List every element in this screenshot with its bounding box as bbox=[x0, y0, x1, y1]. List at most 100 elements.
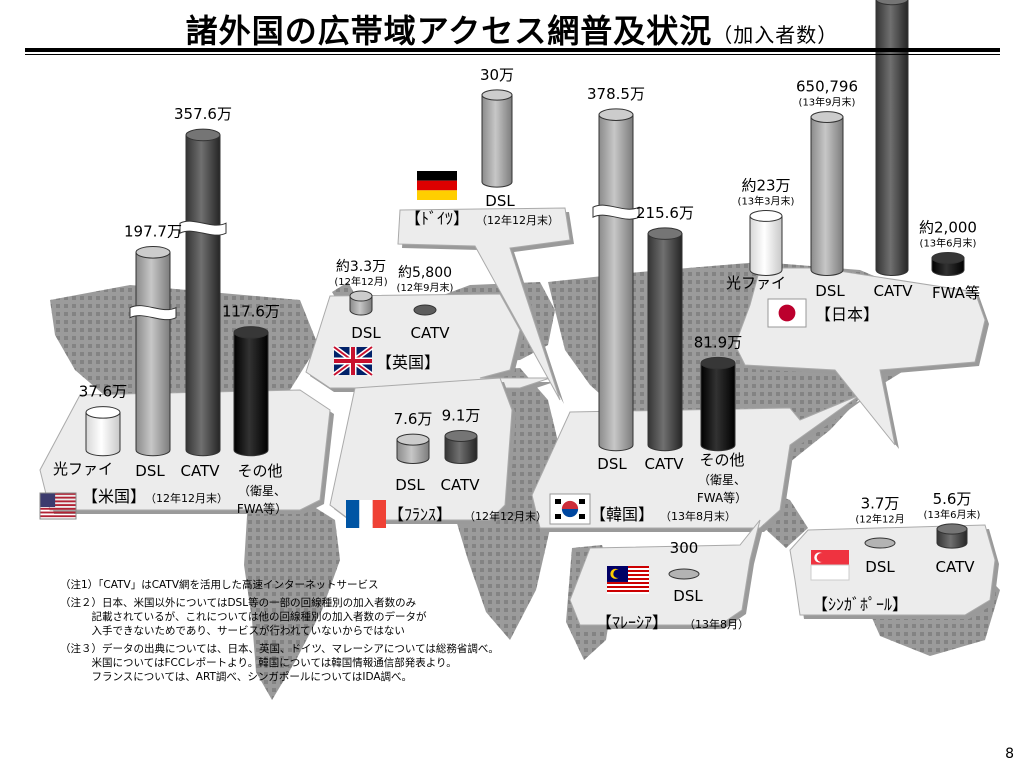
flag-band bbox=[417, 171, 457, 181]
bar-singapore-1 bbox=[936, 523, 968, 549]
bar-usa-0-body bbox=[85, 411, 121, 457]
category-label: 光ファイ bbox=[726, 274, 786, 292]
uk-flag-icon bbox=[332, 344, 374, 378]
flag-taeguk-red bbox=[561, 500, 579, 509]
country-label: 【ｼﾝｶﾞﾎﾟｰﾙ】 bbox=[812, 595, 908, 614]
bar-singapore-0 bbox=[864, 537, 896, 549]
category-label: FWA等 bbox=[932, 284, 980, 302]
flag-disc bbox=[778, 304, 796, 322]
data-sublabel: (13年9月末) bbox=[799, 96, 856, 109]
data-label: 37.6万 bbox=[79, 383, 127, 401]
bar-marks bbox=[85, 0, 968, 580]
data-label: 5.6万 bbox=[933, 490, 972, 508]
title-rule bbox=[25, 48, 1000, 52]
date-note: （12年12月末） bbox=[476, 213, 559, 227]
title-rule-thin bbox=[25, 54, 1000, 55]
flag-stripe bbox=[40, 504, 76, 506]
bar-france-0-body bbox=[396, 439, 430, 464]
bar-korea-1-top bbox=[647, 227, 683, 240]
bar-korea-0-break bbox=[592, 204, 640, 220]
data-sublabel: (13年6月末) bbox=[924, 508, 981, 521]
country-label: 【ﾄﾞｲﾂ】 bbox=[405, 209, 469, 228]
category-label: CATV bbox=[936, 558, 976, 576]
flag-trigram bbox=[555, 514, 561, 519]
flag-stripe bbox=[40, 500, 76, 503]
bar-germany-0-top bbox=[481, 89, 513, 101]
usa-flag-icon bbox=[39, 492, 77, 520]
title-sub: （加入者数） bbox=[712, 23, 839, 47]
category-label: DSL bbox=[597, 455, 627, 473]
bar-korea-0-top bbox=[598, 108, 634, 121]
bar-usa-1-top bbox=[135, 246, 171, 259]
malaysia-flag-icon bbox=[607, 566, 649, 594]
data-label: 357.6万 bbox=[174, 105, 232, 123]
panel-germany bbox=[397, 207, 571, 401]
bar-usa-2 bbox=[179, 128, 227, 457]
flag-trigram bbox=[579, 514, 585, 519]
bar-korea-2-top bbox=[700, 356, 736, 370]
category-label: CATV bbox=[441, 476, 481, 494]
bar-france-1-body bbox=[444, 435, 478, 464]
flag-band bbox=[372, 500, 386, 528]
bar-uk-0-top bbox=[349, 290, 373, 302]
bar-uk-0 bbox=[349, 290, 373, 316]
bar-usa-3-body bbox=[233, 331, 269, 457]
panel-malaysia bbox=[569, 519, 761, 626]
bar-japan-1-top bbox=[810, 111, 844, 124]
category-label: CATV bbox=[874, 282, 914, 300]
map-landmass-texture bbox=[244, 498, 340, 700]
bar-france-1-top bbox=[444, 430, 478, 442]
data-label: 3.7万 bbox=[861, 495, 900, 513]
bar-japan-2-top bbox=[875, 0, 909, 6]
flag-crescent-cut bbox=[613, 569, 622, 579]
flag-stripe bbox=[40, 515, 76, 518]
bar-korea-1 bbox=[647, 227, 683, 452]
bar-korea-2-body bbox=[700, 362, 736, 452]
flag-trigram bbox=[579, 499, 585, 504]
date-note: （12年12月末） bbox=[145, 491, 228, 505]
flag-taeguk-blue bbox=[561, 509, 579, 518]
bar-france-0 bbox=[396, 433, 430, 464]
data-label: 117.6万 bbox=[222, 303, 280, 321]
data-sublabel: (12年9月末) bbox=[397, 281, 454, 294]
korea-flag-icon bbox=[549, 493, 591, 525]
category-label-extra: （衛星、 bbox=[698, 473, 746, 487]
category-label: DSL bbox=[395, 476, 425, 494]
france-flag-icon bbox=[346, 500, 386, 528]
country-label: 【韓国】 bbox=[590, 505, 654, 524]
bar-japan-0-top bbox=[749, 210, 783, 222]
footnote-1: （注1）「CATV」はCATV網を活用した高速インターネットサービス bbox=[60, 579, 379, 591]
data-sublabel: (12年12月 bbox=[855, 513, 904, 526]
flag-stripe bbox=[40, 507, 76, 510]
title-main: 諸外国の広帯域アクセス網普及状況 bbox=[185, 12, 713, 50]
bar-japan-3 bbox=[931, 252, 965, 276]
flag-crescent-cut bbox=[816, 553, 826, 562]
bar-korea-0 bbox=[592, 108, 640, 452]
country-label: 【日本】 bbox=[815, 305, 879, 324]
country-label: 【米国】 bbox=[82, 487, 146, 506]
flag-icons bbox=[39, 171, 850, 594]
bar-usa-0-top bbox=[85, 406, 121, 419]
footnote-3: （注３）データの出典については、日本、英国、ドイツ、マレーシアについては総務省調… bbox=[60, 643, 499, 683]
flag-stripe bbox=[607, 588, 649, 590]
bar-usa-1-break bbox=[129, 305, 177, 321]
category-label-extra: FWA等） bbox=[697, 491, 747, 505]
category-label: CATV bbox=[411, 324, 451, 342]
flag-trigram bbox=[555, 499, 561, 504]
category-label: CATV bbox=[181, 462, 221, 480]
bar-usa-2-body bbox=[185, 134, 221, 457]
bar-malaysia-0 bbox=[668, 568, 700, 580]
bar-korea-1-body bbox=[647, 233, 683, 452]
bar-usa-1-body bbox=[135, 251, 171, 457]
bar-usa-3 bbox=[233, 326, 269, 457]
date-note: （13年8月末） bbox=[660, 509, 736, 523]
category-label: CATV bbox=[645, 455, 685, 473]
bar-korea-2 bbox=[700, 356, 736, 452]
flag-stripe bbox=[607, 592, 649, 594]
data-label: 約3.3万 bbox=[336, 259, 386, 275]
bar-usa-2-top bbox=[185, 128, 221, 142]
page-number: 8 bbox=[1005, 746, 1014, 762]
data-sublabel: (13年6月末) bbox=[920, 237, 977, 250]
bar-germany-0-body bbox=[481, 94, 513, 188]
